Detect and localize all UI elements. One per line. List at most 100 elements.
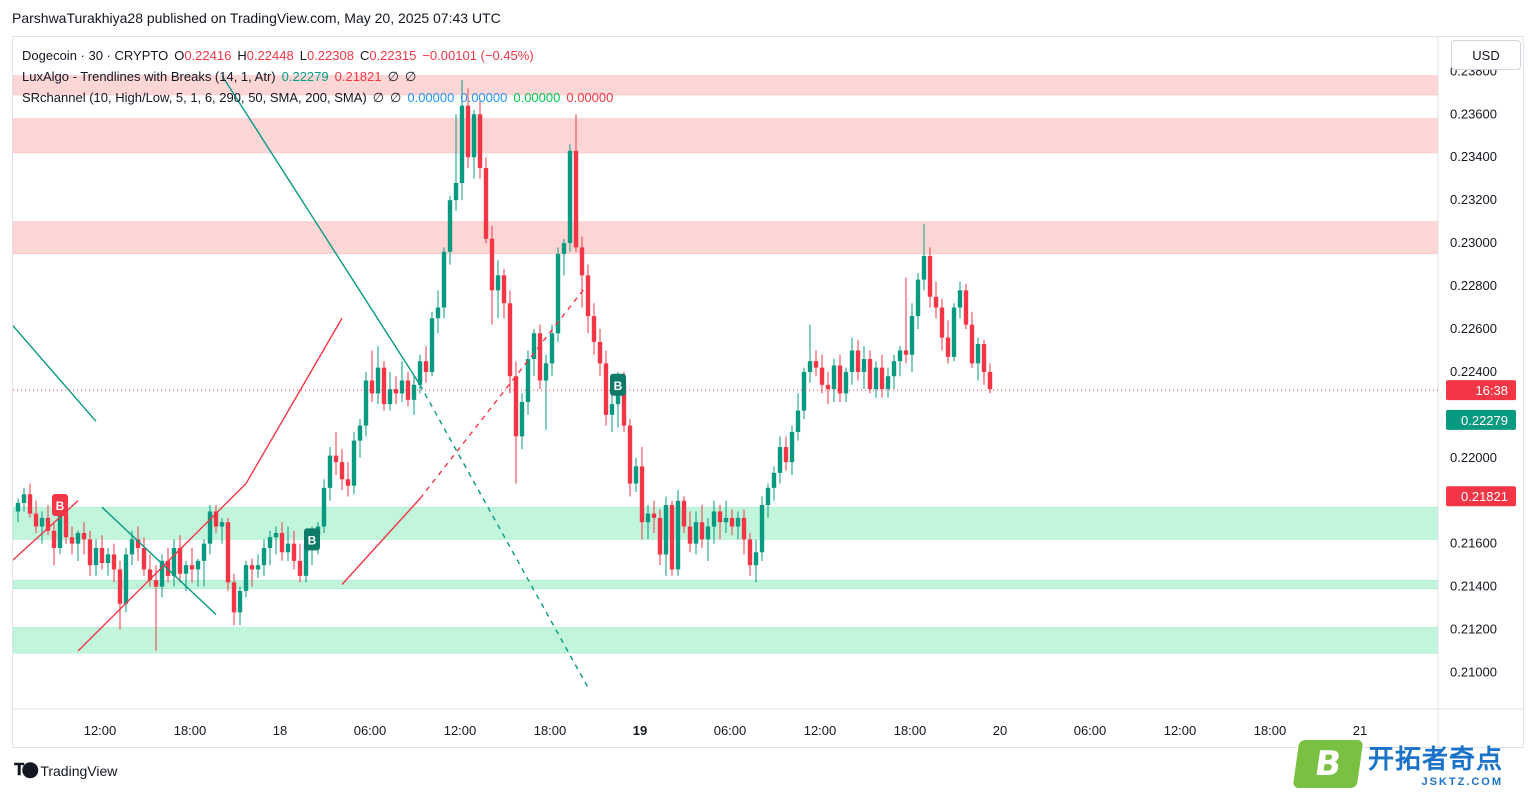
candle-body xyxy=(21,494,27,503)
candle-body xyxy=(63,513,69,538)
candle xyxy=(363,371,369,437)
y-tick-label: 0.22800 xyxy=(1450,278,1497,293)
candle xyxy=(405,371,411,407)
indicator-legend-row[interactable]: LuxAlgo - Trendlines with Breaks (14, 1,… xyxy=(22,66,613,87)
candle-body xyxy=(159,560,165,587)
candle xyxy=(579,236,585,308)
change-value: −0.00101 (−0.45%) xyxy=(422,48,534,63)
indicator-value: 0.00000 xyxy=(460,90,508,105)
indicator-legend-row[interactable]: SRchannel (10, High/Low, 5, 1, 6, 290, 5… xyxy=(22,87,613,108)
open-value: 0.22416 xyxy=(184,48,232,63)
candle-body xyxy=(699,522,705,540)
x-tick-label: 06:00 xyxy=(354,723,387,738)
candle xyxy=(753,539,759,583)
symbol-legend-row[interactable]: Dogecoin · 30 · CRYPTO O0.22416 H0.22448… xyxy=(22,45,613,66)
candle xyxy=(297,543,303,583)
candle xyxy=(723,500,729,533)
symbol-name: Dogecoin · 30 · CRYPTO xyxy=(22,48,169,63)
candle-body xyxy=(927,255,933,297)
candle-body xyxy=(279,532,285,553)
empty-set-icon: ∅ xyxy=(390,90,402,105)
candle-body xyxy=(855,350,861,372)
candle xyxy=(129,530,135,566)
price-chart[interactable]: 0.238000.236000.234000.232000.230000.228… xyxy=(13,37,1523,747)
candle xyxy=(333,432,339,475)
candle xyxy=(837,354,843,402)
empty-set-icon: ∅ xyxy=(387,69,399,84)
candle-body xyxy=(543,363,549,381)
candle-body xyxy=(609,404,615,415)
high-value: 0.22448 xyxy=(246,48,294,63)
candle-body xyxy=(477,114,483,168)
candle xyxy=(783,436,789,471)
candle-body xyxy=(483,167,489,239)
candle-body xyxy=(177,547,183,574)
y-tick-label: 0.22600 xyxy=(1450,321,1497,336)
watermark-domain: JSKTZ.COM xyxy=(1421,776,1504,788)
candle xyxy=(879,354,885,398)
y-tick-label: 0.23200 xyxy=(1450,192,1497,207)
candle xyxy=(801,367,807,420)
candle-body xyxy=(267,537,273,548)
candle-body xyxy=(519,401,525,437)
close-value: 0.22315 xyxy=(369,48,417,63)
candle-body xyxy=(501,275,507,304)
trendline xyxy=(419,384,589,688)
candle xyxy=(843,367,849,402)
candle-body xyxy=(327,455,333,488)
signal-label: B xyxy=(304,528,320,551)
signal-badge xyxy=(304,528,320,551)
candle-body xyxy=(771,472,777,488)
candle xyxy=(819,354,825,394)
candle-body xyxy=(261,547,267,566)
candle-body xyxy=(117,569,123,604)
candle xyxy=(255,554,261,579)
candle-body xyxy=(339,462,345,480)
candle xyxy=(51,522,57,566)
candle-body xyxy=(459,105,465,183)
candle-body xyxy=(801,371,807,411)
candle-body xyxy=(633,466,639,484)
candle xyxy=(195,558,201,587)
signal-badge xyxy=(52,494,68,517)
candle-body xyxy=(429,318,435,372)
candle-body xyxy=(381,367,387,405)
candle-body xyxy=(249,565,255,570)
candle-body xyxy=(195,560,201,570)
candle xyxy=(951,303,957,362)
candle-body xyxy=(561,243,567,254)
candle xyxy=(657,509,663,566)
x-tick-label: 20 xyxy=(993,723,1007,738)
y-tick-label: 0.23000 xyxy=(1450,235,1497,250)
candle xyxy=(177,535,183,583)
tradingview-logo[interactable]: 𝐓⬤ TradingView xyxy=(14,762,117,780)
candle xyxy=(543,354,549,430)
candle-body xyxy=(741,517,747,540)
candle xyxy=(105,547,111,576)
candle-body xyxy=(369,380,375,394)
candle xyxy=(891,354,897,390)
candle-body xyxy=(375,367,381,394)
candle-body xyxy=(981,344,987,372)
candle xyxy=(393,376,399,405)
currency-button[interactable]: USD xyxy=(1451,40,1521,70)
candle-body xyxy=(537,333,543,381)
candle-body xyxy=(897,350,903,362)
candle xyxy=(81,522,87,555)
candle xyxy=(861,346,867,390)
candle-body xyxy=(963,290,969,325)
candle-body xyxy=(651,513,657,518)
candle xyxy=(369,350,375,402)
candle xyxy=(33,500,39,533)
candle xyxy=(945,320,951,364)
candle xyxy=(645,505,651,540)
candle-body xyxy=(183,565,189,574)
candle-body xyxy=(87,539,93,566)
signal-label: B xyxy=(52,494,68,517)
candle-body xyxy=(915,279,921,317)
legend: Dogecoin · 30 · CRYPTO O0.22416 H0.22448… xyxy=(22,45,613,108)
chart-area[interactable]: 0.23800 0.23600 0.23400 0.23200 0.23000 0.228… xyxy=(12,36,1524,748)
candle xyxy=(825,371,831,405)
signal-text: B xyxy=(56,499,65,513)
x-tick-label: 06:00 xyxy=(714,723,747,738)
